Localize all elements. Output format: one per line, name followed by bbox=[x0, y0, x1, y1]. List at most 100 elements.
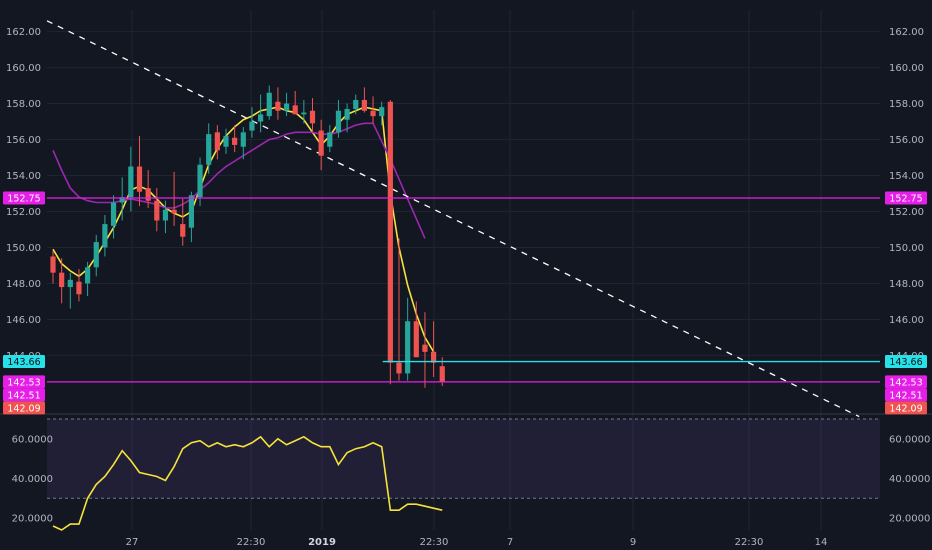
candle bbox=[128, 146, 134, 212]
y-tick-label-right: 162.00 bbox=[889, 27, 924, 38]
grid-lines bbox=[0, 10, 932, 530]
candle bbox=[102, 215, 108, 257]
candle bbox=[76, 269, 82, 302]
candle-body bbox=[370, 110, 376, 117]
candle-body bbox=[154, 200, 160, 221]
price-badge-label: 152.75 bbox=[889, 194, 922, 205]
candle bbox=[110, 195, 117, 239]
candle-body bbox=[85, 267, 91, 284]
price-badge-bg bbox=[3, 388, 45, 402]
candle bbox=[214, 125, 220, 160]
candle bbox=[387, 99, 393, 385]
price-badge-bg bbox=[885, 401, 927, 415]
x-tick-label: 22:30 bbox=[735, 537, 764, 548]
moving-average-line bbox=[52, 122, 426, 239]
candle-body bbox=[162, 209, 169, 221]
y-tick-label-left: 146.00 bbox=[6, 315, 41, 326]
y-tick-label-right: 160.00 bbox=[889, 63, 924, 74]
y-tick-label-left: 150.00 bbox=[6, 243, 41, 254]
y-tick-label-right: 156.00 bbox=[889, 135, 924, 146]
price-badge: 142.53 bbox=[885, 375, 927, 389]
candle-body bbox=[309, 110, 316, 124]
y-tick-label-right: 148.00 bbox=[889, 279, 924, 290]
candle bbox=[59, 258, 65, 304]
candle bbox=[223, 128, 229, 154]
price-badge-bg bbox=[3, 375, 45, 389]
candle-body bbox=[283, 103, 290, 111]
price-badge-label: 142.09 bbox=[889, 403, 922, 414]
candle-body bbox=[102, 224, 108, 248]
price-badge-label: 143.66 bbox=[7, 357, 40, 368]
price-badge: 152.75 bbox=[885, 191, 927, 205]
candle-body bbox=[180, 224, 186, 237]
candle-body bbox=[214, 132, 220, 151]
rsi-band bbox=[47, 418, 880, 499]
candle bbox=[275, 87, 281, 120]
candle bbox=[309, 98, 316, 133]
candle bbox=[171, 171, 177, 226]
candle bbox=[67, 272, 73, 309]
candle-body bbox=[292, 105, 298, 115]
candle-body bbox=[318, 130, 324, 156]
candle bbox=[136, 135, 143, 207]
candle bbox=[162, 200, 169, 234]
y-tick-label-left: 148.00 bbox=[6, 279, 41, 290]
candle-body bbox=[431, 351, 437, 363]
candle bbox=[335, 99, 342, 138]
rsi-band-fill bbox=[47, 418, 880, 499]
candle-body bbox=[266, 92, 272, 117]
candle-body bbox=[76, 281, 82, 295]
candle-body bbox=[110, 202, 117, 226]
moving-average-line bbox=[52, 106, 435, 353]
candle-body bbox=[405, 321, 411, 374]
y-tick-label-right: 154.00 bbox=[889, 171, 924, 182]
x-tick-label: 9 bbox=[630, 537, 636, 548]
candle-body bbox=[119, 197, 125, 203]
candle bbox=[232, 125, 238, 153]
candle-body bbox=[439, 366, 445, 383]
candle bbox=[422, 312, 428, 388]
candle bbox=[413, 301, 419, 358]
candle-body bbox=[67, 279, 73, 288]
candle bbox=[353, 94, 359, 115]
candle-body bbox=[413, 321, 419, 358]
candle-body bbox=[361, 99, 367, 111]
x-tick-label: 22:30 bbox=[420, 537, 449, 548]
candle-body bbox=[188, 195, 194, 228]
indicator-lines bbox=[46, 20, 860, 531]
rsi-tick-label-right: 40.0000 bbox=[889, 474, 930, 485]
candle bbox=[431, 321, 437, 378]
candle-body bbox=[344, 108, 350, 120]
price-badge: 142.51 bbox=[885, 388, 927, 402]
price-badge-label: 142.51 bbox=[7, 390, 40, 401]
rsi-tick-label-left: 20.0000 bbox=[12, 514, 53, 525]
x-tick-label: 2019 bbox=[308, 537, 336, 548]
rsi-tick-label-left: 60.0000 bbox=[12, 434, 53, 445]
price-badge-label: 143.66 bbox=[889, 357, 922, 368]
candlesticks bbox=[50, 85, 445, 388]
candle-body bbox=[59, 272, 65, 288]
candle bbox=[249, 107, 255, 138]
candle bbox=[180, 198, 186, 246]
x-tick-label: 27 bbox=[126, 537, 139, 548]
candle-body bbox=[422, 344, 428, 352]
price-badge: 142.51 bbox=[3, 388, 45, 402]
price-badge-bg bbox=[885, 388, 927, 402]
axes: 162.00 162.00 160.00 160.00 158.00 158.00 156.… bbox=[6, 27, 930, 548]
candle bbox=[361, 87, 367, 113]
candle bbox=[344, 103, 350, 133]
candle bbox=[119, 177, 125, 221]
candle-body bbox=[258, 114, 264, 122]
candle-body bbox=[128, 166, 134, 198]
candle bbox=[318, 119, 324, 171]
candle bbox=[370, 96, 376, 124]
candle-body bbox=[171, 209, 177, 214]
price-badge-label: 142.51 bbox=[889, 390, 922, 401]
candle-body bbox=[249, 121, 255, 131]
candle bbox=[206, 123, 212, 174]
candle bbox=[301, 99, 307, 124]
price-badge: 142.09 bbox=[3, 401, 45, 415]
candle-body bbox=[223, 135, 229, 147]
